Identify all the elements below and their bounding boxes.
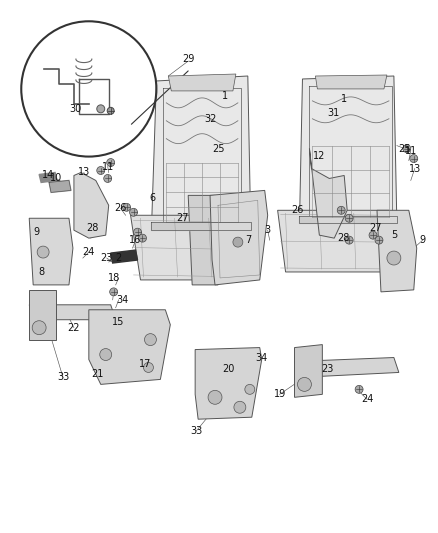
Text: 9: 9	[33, 227, 39, 237]
Circle shape	[97, 105, 105, 113]
Circle shape	[345, 236, 353, 244]
Text: 12: 12	[313, 151, 325, 160]
Polygon shape	[278, 211, 397, 272]
Circle shape	[233, 237, 243, 247]
Polygon shape	[300, 76, 397, 223]
Circle shape	[369, 231, 377, 239]
Text: 19: 19	[273, 389, 286, 399]
Text: 9: 9	[420, 235, 426, 245]
Polygon shape	[49, 181, 71, 192]
Circle shape	[130, 208, 138, 216]
Polygon shape	[39, 173, 57, 182]
Text: 10: 10	[50, 173, 62, 183]
Text: 7: 7	[245, 235, 251, 245]
Polygon shape	[188, 196, 218, 285]
Text: 14: 14	[42, 171, 54, 181]
Text: 17: 17	[139, 359, 152, 369]
Circle shape	[134, 228, 141, 236]
Text: 26: 26	[114, 203, 127, 213]
Text: 24: 24	[361, 394, 373, 405]
Text: 15: 15	[113, 317, 125, 327]
Text: 34: 34	[256, 352, 268, 362]
Circle shape	[375, 236, 383, 244]
Text: 21: 21	[92, 369, 104, 379]
Text: 29: 29	[182, 54, 194, 64]
Polygon shape	[210, 190, 268, 285]
Circle shape	[345, 214, 353, 222]
Text: 34: 34	[117, 295, 129, 305]
Polygon shape	[29, 218, 73, 285]
Circle shape	[297, 377, 311, 391]
Circle shape	[138, 234, 146, 242]
Circle shape	[37, 246, 49, 258]
Text: 24: 24	[83, 247, 95, 257]
Circle shape	[337, 206, 345, 214]
Circle shape	[410, 155, 418, 163]
Text: 28: 28	[337, 233, 350, 243]
Polygon shape	[168, 74, 236, 91]
Circle shape	[107, 107, 114, 114]
Text: 18: 18	[108, 273, 120, 283]
Circle shape	[145, 334, 156, 345]
Text: 16: 16	[129, 235, 141, 245]
Text: 2: 2	[116, 253, 122, 263]
Polygon shape	[111, 250, 138, 263]
Text: 13: 13	[409, 164, 421, 174]
Circle shape	[387, 251, 401, 265]
Circle shape	[32, 321, 46, 335]
Polygon shape	[309, 149, 347, 238]
Polygon shape	[294, 358, 399, 377]
Polygon shape	[29, 290, 56, 340]
Polygon shape	[195, 348, 262, 419]
Text: 3: 3	[265, 225, 271, 235]
Circle shape	[245, 384, 255, 394]
Text: 6: 6	[149, 193, 155, 204]
Text: 23: 23	[101, 253, 113, 263]
Text: 8: 8	[38, 267, 44, 277]
Text: 27: 27	[176, 213, 188, 223]
Polygon shape	[152, 76, 251, 230]
Polygon shape	[152, 222, 251, 230]
Polygon shape	[300, 216, 397, 223]
Text: 33: 33	[57, 373, 69, 382]
Circle shape	[104, 174, 112, 182]
Circle shape	[110, 288, 118, 296]
Text: 25: 25	[399, 143, 411, 154]
Text: 27: 27	[369, 223, 381, 233]
Text: 26: 26	[291, 205, 304, 215]
Text: 31: 31	[327, 108, 339, 118]
Polygon shape	[131, 215, 253, 280]
Circle shape	[403, 144, 411, 152]
Text: 28: 28	[87, 223, 99, 233]
Text: 25: 25	[212, 143, 224, 154]
Circle shape	[123, 203, 131, 211]
Text: 33: 33	[190, 426, 202, 436]
Polygon shape	[74, 173, 109, 238]
Polygon shape	[89, 310, 170, 384]
Text: 32: 32	[204, 114, 216, 124]
Polygon shape	[377, 211, 417, 292]
Polygon shape	[294, 345, 322, 397]
Text: 23: 23	[321, 365, 333, 375]
Text: 13: 13	[78, 167, 90, 177]
Circle shape	[144, 362, 153, 373]
Text: 1: 1	[222, 91, 228, 101]
Polygon shape	[315, 75, 387, 89]
Polygon shape	[29, 305, 116, 320]
Circle shape	[97, 166, 105, 174]
Circle shape	[107, 158, 115, 166]
Circle shape	[234, 401, 246, 413]
Text: 1: 1	[341, 94, 347, 104]
Text: 5: 5	[391, 230, 397, 240]
Text: 20: 20	[222, 365, 234, 375]
Text: 11: 11	[102, 161, 114, 172]
Circle shape	[208, 390, 222, 404]
Text: 22: 22	[68, 322, 80, 333]
Text: 30: 30	[70, 104, 82, 114]
Circle shape	[355, 385, 363, 393]
Text: 11: 11	[405, 146, 417, 156]
Circle shape	[100, 349, 112, 360]
